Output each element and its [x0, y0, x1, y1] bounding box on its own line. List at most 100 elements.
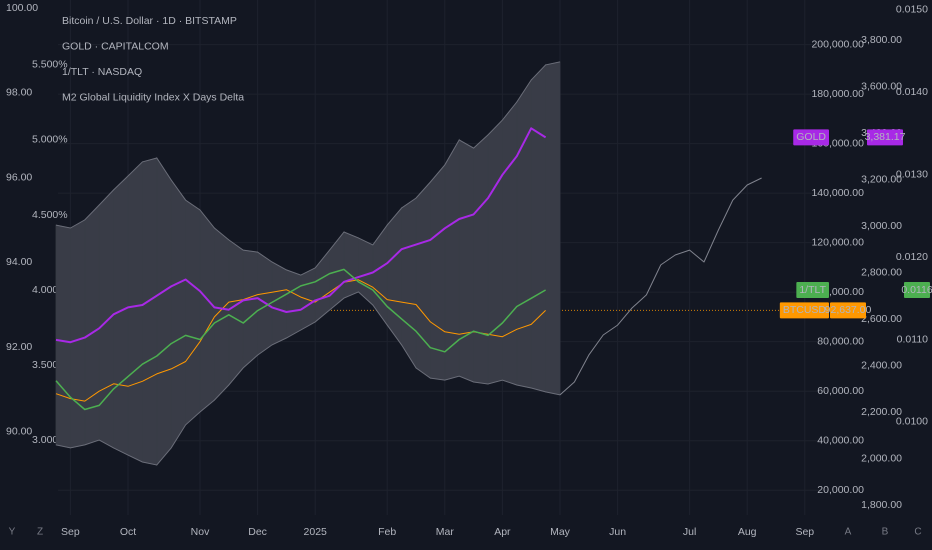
band-segment: [530, 63, 546, 393]
band-segment: [113, 175, 129, 456]
y-tick-label: 3,000.00: [861, 220, 902, 232]
band-segment: [98, 188, 114, 449]
legend-entry: M2 Global Liquidity Index X Days Delta: [62, 91, 244, 103]
band-segment: [127, 160, 143, 463]
legend-entry: GOLD · CAPITALCOM: [62, 40, 169, 52]
band-segment: [458, 139, 475, 383]
y-tick-label: 120,000.00: [811, 236, 864, 248]
price-tag-name: 1/TLT: [799, 284, 826, 296]
band-segment: [228, 239, 244, 387]
x-tick-label: Apr: [494, 526, 511, 538]
y-tick-label: 20,000.00: [817, 484, 864, 496]
band-segment: [156, 156, 172, 467]
series-line: [55, 268, 546, 411]
price-tag-box: [793, 129, 829, 146]
x-tick-label: Feb: [378, 526, 396, 538]
band-segment: [401, 197, 417, 370]
band-edge: [55, 291, 561, 466]
band-segment: [199, 208, 215, 413]
series-line: [55, 127, 547, 344]
y-tick-label: 5.000%: [32, 134, 68, 146]
x-tick-label: Jun: [609, 526, 626, 538]
band-segment: [545, 61, 561, 396]
y-tick-label: 200,000.00: [811, 38, 864, 50]
y-tick-label: 92.00: [6, 341, 32, 353]
x-tick-label: Jul: [683, 526, 696, 538]
x-tick-label: Nov: [191, 526, 210, 538]
y-tick-label: 0.0100: [896, 416, 928, 428]
axis-button[interactable]: B: [882, 527, 889, 538]
y-tick-label: 3,600.00: [861, 80, 902, 92]
x-tick-label: Oct: [120, 526, 136, 538]
axis-button[interactable]: C: [914, 527, 921, 538]
y-tick-label: 1,800.00: [861, 499, 902, 511]
band-segment: [516, 78, 532, 389]
y-tick-label: 2,600.00: [861, 313, 902, 325]
y-tick-label: 3,800.00: [861, 34, 902, 46]
band-segment: [242, 249, 259, 369]
band-segment: [141, 157, 158, 466]
y-tick-label: 3,200.00: [861, 173, 902, 185]
y-tick-label: 90.00: [6, 426, 32, 438]
x-tick-label: Sep: [795, 526, 814, 538]
y-tick-label: 0.0110: [897, 333, 928, 345]
price-value-box: [867, 129, 903, 146]
y-tick-label: 60,000.00: [817, 385, 864, 397]
price-tag-box: [779, 302, 829, 319]
y-tick-label: 100.00: [6, 2, 38, 14]
y-tick-label: 0.0120: [896, 251, 928, 263]
band-segment: [501, 100, 518, 386]
axis-button[interactable]: Z: [37, 527, 43, 538]
price-tag-name: GOLD: [796, 131, 826, 143]
y-tick-label: 5.500%: [32, 59, 68, 71]
y-tick-label: 0.0150: [896, 4, 928, 16]
series-line: [559, 177, 762, 396]
legend-entry: 1/TLT · NASDAQ: [62, 66, 142, 78]
price-tag-box: [796, 282, 829, 299]
x-tick-label: 2025: [304, 526, 328, 538]
y-tick-label: 98.00: [6, 87, 32, 99]
band-segment: [444, 138, 460, 381]
x-tick-label: May: [550, 526, 571, 538]
series-line: [55, 279, 546, 402]
y-tick-label: 2,200.00: [861, 406, 902, 418]
y-tick-label: 2,000.00: [861, 452, 902, 464]
y-tick-label: 2,400.00: [861, 359, 902, 371]
band-segment: [55, 224, 71, 449]
band-segment: [487, 119, 503, 385]
y-tick-label: 0.0130: [896, 168, 928, 180]
price-value-label: 3,381.17: [865, 131, 906, 143]
band-edge: [55, 61, 561, 276]
y-tick-label: 180,000.00: [811, 88, 864, 100]
x-tick-label: Mar: [436, 526, 455, 538]
band-segment: [386, 206, 403, 347]
axis-button[interactable]: A: [845, 527, 852, 538]
price-value-box: [904, 282, 930, 299]
y-tick-label: 80,000.00: [817, 335, 864, 347]
y-tick-label: 96.00: [6, 171, 32, 183]
y-tick-label: 40,000.00: [817, 435, 864, 447]
price-value-label: 0.0116: [901, 284, 932, 296]
y-tick-label: 94.00: [6, 256, 32, 268]
axis-button[interactable]: Y: [9, 527, 16, 538]
x-tick-label: Aug: [738, 526, 757, 538]
price-value-label: 92,637.00: [825, 304, 872, 316]
band-segment: [300, 267, 316, 331]
band-segment: [415, 180, 431, 379]
y-tick-label: 2,800.00: [861, 266, 902, 278]
price-value-box: [830, 302, 866, 319]
y-tick-label: 140,000.00: [811, 187, 864, 199]
x-tick-label: Sep: [61, 526, 80, 538]
y-tick-label: 0.0140: [896, 86, 928, 98]
band-segment: [70, 219, 86, 449]
legend-entry: Bitcoin / U.S. Dollar · 1D · BITSTAMP: [62, 15, 237, 27]
y-tick-label: 4.500%: [32, 209, 68, 221]
band-segment: [170, 178, 187, 450]
price-tag-name: BTCUSD: [783, 304, 827, 316]
x-tick-label: Dec: [248, 526, 267, 538]
band-segment: [185, 199, 201, 426]
band-segment: [285, 269, 302, 339]
